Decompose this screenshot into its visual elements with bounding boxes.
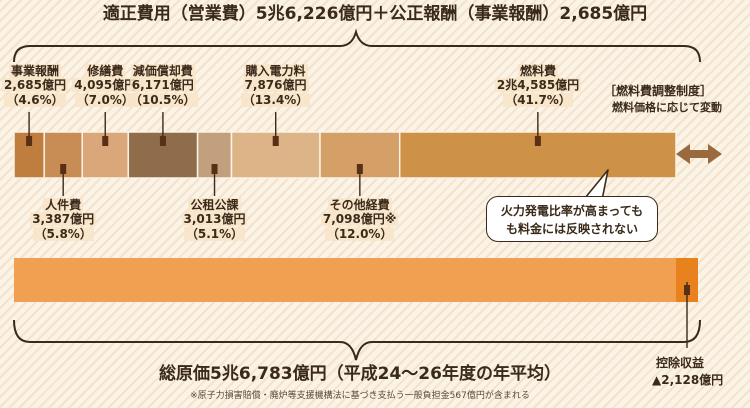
deduction-leader-marker bbox=[684, 285, 690, 295]
leader-marker-5 bbox=[272, 136, 279, 146]
segment-amount-2: 4,095億円 bbox=[72, 78, 139, 93]
segment-name-7: 燃料費 bbox=[518, 64, 559, 78]
segment-percent-0: （4.6%） bbox=[4, 92, 66, 107]
bottom-brace bbox=[13, 319, 701, 361]
segment-percent-6: （12.0%） bbox=[324, 226, 395, 241]
segment-amount-3: 6,171億円 bbox=[129, 78, 196, 93]
deduction-amount: ▲2,128億円 bbox=[652, 373, 724, 387]
segment-amount-0: 2,685億円 bbox=[2, 78, 68, 93]
footnote: ※原子力損害賠償・廃炉等支援機構法に基づき支払う一般負担金567億円が含まれる bbox=[190, 391, 530, 401]
segment-percent-7: （41.7%） bbox=[503, 92, 573, 107]
segment-label-6: その他経費 7,098億円※ （12.0%） bbox=[320, 198, 399, 241]
segment-percent-3: （10.5%） bbox=[127, 92, 198, 107]
deduction-name: 控除収益 bbox=[656, 356, 705, 370]
segment-name-2: 修繕費 bbox=[85, 64, 126, 78]
bubble-line-2: も料金には反映されない bbox=[505, 222, 638, 236]
segment-percent-4: （5.1%） bbox=[183, 226, 246, 241]
leader-marker-7 bbox=[534, 136, 541, 146]
segment-name-3: 減価償却費 bbox=[130, 64, 195, 78]
segment-label-7: 燃料費 2兆4,585億円 （41.7%） bbox=[494, 64, 582, 107]
segment-label-5: 購入電力料 7,876億円 （13.4%） bbox=[240, 64, 311, 107]
segment-percent-2: （7.0%） bbox=[74, 92, 136, 107]
segment-name-1: 人件費 bbox=[43, 198, 84, 212]
segment-amount-1: 3,387億円 bbox=[30, 212, 97, 227]
leader-marker-4 bbox=[211, 164, 218, 174]
top-brace bbox=[13, 28, 701, 63]
fuel-adjustment-title: ［燃料費調整制度］ bbox=[604, 84, 713, 98]
segment-label-4: 公租公課 3,013億円 （5.1%） bbox=[181, 198, 248, 241]
deduction-bar bbox=[676, 258, 698, 302]
segment-amount-6: 7,098億円※ bbox=[320, 212, 399, 227]
leader-marker-6 bbox=[356, 164, 363, 174]
double-arrow-icon bbox=[676, 144, 722, 164]
leader-marker-1 bbox=[60, 164, 67, 174]
segment-percent-5: （13.4%） bbox=[240, 92, 311, 107]
segment-name-5: 購入電力料 bbox=[243, 64, 308, 78]
speech-bubble: 火力発電比率が高まっても も料金には反映されない bbox=[486, 196, 658, 242]
leader-marker-3 bbox=[159, 136, 166, 146]
segment-label-3: 減価償却費 6,171億円 （10.5%） bbox=[127, 64, 198, 107]
segment-amount-7: 2兆4,585億円 bbox=[494, 78, 582, 93]
segment-name-0: 事業報酬 bbox=[8, 64, 61, 78]
segment-name-4: 公租公課 bbox=[188, 198, 241, 212]
bubble-line-1: 火力発電比率が高まっても bbox=[500, 204, 644, 218]
segment-name-6: その他経費 bbox=[327, 198, 392, 212]
segment-label-1: 人件費 3,387億円 （5.8%） bbox=[30, 198, 97, 241]
top-title: 適正費用（営業費）5兆6,226億円＋公正報酬（事業報酬）2,685億円 bbox=[102, 4, 648, 24]
leader-marker-0 bbox=[26, 136, 33, 146]
segment-percent-1: （5.8%） bbox=[32, 226, 94, 241]
segment-amount-4: 3,013億円 bbox=[181, 212, 248, 227]
cost-breakdown-bar bbox=[13, 131, 677, 179]
leader-marker-2 bbox=[102, 136, 109, 146]
fuel-adjustment-subtitle: 燃料価格に応じて変動 bbox=[612, 101, 722, 114]
segment-label-0: 事業報酬 2,685億円 （4.6%） bbox=[2, 64, 68, 107]
segment-label-2: 修繕費 4,095億円 （7.0%） bbox=[72, 64, 139, 107]
leader-lines bbox=[26, 112, 541, 196]
bottom-title: 総原価5兆6,783億円（平成24～26年度の年平均） bbox=[159, 364, 561, 384]
total-cost-bar bbox=[14, 258, 676, 302]
segment-amount-5: 7,876億円 bbox=[242, 78, 309, 93]
